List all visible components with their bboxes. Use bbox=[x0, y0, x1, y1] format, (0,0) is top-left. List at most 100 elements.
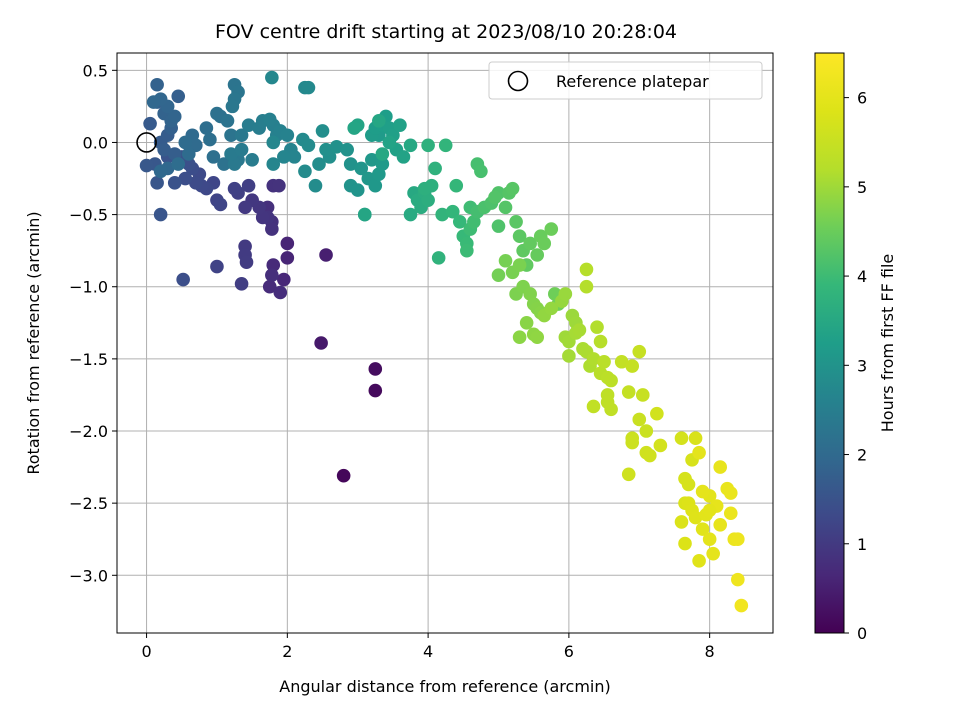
data-point bbox=[206, 150, 221, 164]
data-point bbox=[217, 157, 231, 171]
data-point bbox=[421, 138, 435, 153]
data-point bbox=[301, 138, 316, 153]
data-point bbox=[314, 336, 328, 350]
data-point bbox=[562, 349, 576, 363]
data-point bbox=[203, 132, 217, 147]
data-point bbox=[435, 207, 449, 222]
data-point bbox=[643, 448, 657, 463]
data-point bbox=[681, 477, 696, 492]
data-point bbox=[393, 118, 407, 132]
data-point bbox=[357, 207, 372, 222]
data-point bbox=[319, 248, 333, 262]
data-point bbox=[336, 468, 351, 483]
x-tick-label: 0 bbox=[141, 642, 151, 661]
data-point bbox=[650, 406, 664, 421]
data-point bbox=[265, 222, 279, 236]
data-point bbox=[674, 431, 689, 446]
data-point bbox=[224, 128, 238, 143]
legend: Reference platepar bbox=[488, 61, 763, 100]
data-point bbox=[438, 138, 453, 153]
data-point bbox=[150, 176, 164, 190]
data-point bbox=[474, 164, 488, 179]
data-point bbox=[280, 128, 295, 143]
plot-frame bbox=[116, 52, 774, 634]
x-tick-label: 4 bbox=[423, 642, 433, 661]
y-tick-label: 0.5 bbox=[83, 61, 108, 80]
colorbar-tick-label: 5 bbox=[857, 178, 867, 197]
data-point bbox=[315, 124, 330, 138]
data-point bbox=[298, 164, 312, 179]
data-point bbox=[445, 204, 460, 219]
data-point bbox=[265, 70, 279, 85]
data-point bbox=[688, 431, 703, 446]
colorbar-gradient bbox=[814, 52, 845, 634]
data-point bbox=[713, 517, 728, 532]
data-point bbox=[146, 95, 161, 109]
data-point bbox=[153, 164, 168, 179]
data-point bbox=[586, 352, 601, 366]
data-point bbox=[597, 354, 611, 369]
colorbar-tick-label: 3 bbox=[857, 356, 867, 375]
data-point bbox=[364, 152, 379, 167]
data-point bbox=[449, 178, 464, 193]
data-point bbox=[593, 334, 608, 349]
data-point bbox=[239, 255, 254, 270]
data-point bbox=[403, 138, 418, 153]
data-points bbox=[136, 70, 749, 613]
data-point bbox=[530, 248, 545, 262]
data-point bbox=[224, 147, 238, 161]
colorbar-label: Hours from first FF file bbox=[878, 254, 897, 433]
data-point bbox=[238, 200, 252, 215]
data-point bbox=[189, 176, 203, 190]
data-point bbox=[312, 157, 326, 171]
data-point bbox=[277, 150, 291, 164]
y-axis-label: Rotation from reference (arcmin) bbox=[24, 211, 43, 474]
data-point bbox=[372, 114, 386, 128]
data-point bbox=[277, 272, 291, 287]
data-point bbox=[319, 142, 333, 157]
data-point bbox=[329, 139, 344, 154]
data-point bbox=[695, 484, 710, 499]
data-point bbox=[343, 157, 358, 171]
y-tick-label: −1.0 bbox=[69, 278, 108, 297]
data-point bbox=[653, 438, 668, 453]
data-point bbox=[431, 251, 446, 265]
colorbar-tick-label: 1 bbox=[857, 535, 867, 554]
data-point bbox=[635, 388, 650, 402]
data-point bbox=[167, 176, 182, 190]
y-tick-label: −3.0 bbox=[69, 566, 108, 585]
data-point bbox=[604, 402, 618, 417]
data-point bbox=[287, 150, 302, 164]
data-point bbox=[688, 510, 703, 525]
data-point bbox=[171, 89, 186, 104]
data-point bbox=[512, 258, 527, 272]
data-point bbox=[266, 135, 281, 150]
data-point bbox=[625, 435, 640, 450]
data-point bbox=[723, 506, 738, 521]
reference-platepar-marker bbox=[136, 132, 157, 153]
y-tick-label: −0.5 bbox=[69, 206, 108, 225]
data-point bbox=[702, 532, 717, 547]
data-point bbox=[178, 135, 193, 150]
data-point bbox=[572, 323, 587, 337]
data-point bbox=[692, 445, 706, 460]
x-axis-label: Angular distance from reference (arcmin) bbox=[279, 677, 610, 696]
data-point bbox=[523, 236, 537, 251]
chart-title: FOV centre drift starting at 2023/08/10 … bbox=[215, 21, 677, 43]
colorbar-tick-label: 6 bbox=[857, 89, 867, 108]
data-point bbox=[178, 171, 193, 186]
data-point bbox=[428, 161, 442, 176]
data-point bbox=[181, 147, 196, 161]
data-point bbox=[674, 515, 689, 529]
data-point bbox=[604, 373, 618, 388]
data-point bbox=[632, 412, 647, 427]
data-point bbox=[396, 150, 411, 164]
data-point bbox=[639, 424, 654, 438]
data-point bbox=[498, 200, 513, 215]
data-point bbox=[262, 112, 277, 127]
data-point bbox=[579, 279, 594, 294]
data-point bbox=[375, 147, 390, 161]
data-point bbox=[301, 80, 316, 95]
data-point bbox=[153, 207, 168, 222]
data-point bbox=[308, 178, 323, 193]
